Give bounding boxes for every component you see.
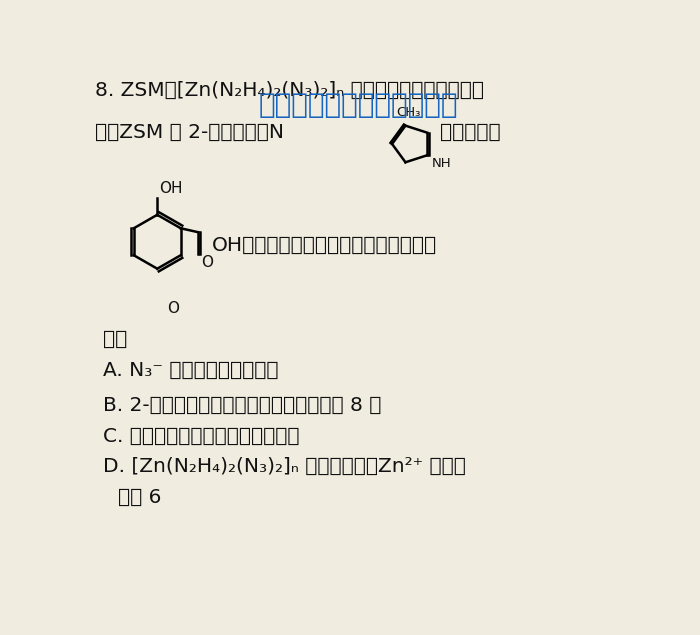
Text: O: O (201, 255, 213, 271)
Text: 的是: 的是 (103, 330, 127, 349)
Text: NH: NH (432, 157, 452, 170)
Text: D. [Zn(N₂H₄)₂(N₃)₂]ₙ 有两种配体，Zn²⁺ 的配位: D. [Zn(N₂H₄)₂(N₃)₂]ₙ 有两种配体，Zn²⁺ 的配位 (103, 457, 466, 476)
Text: A. N₃⁻ 的空间结构为直线形: A. N₃⁻ 的空间结构为直线形 (103, 361, 279, 380)
Text: O: O (167, 301, 178, 316)
Text: OH: OH (160, 182, 183, 196)
Text: ）和水杨酸: ）和水杨酸 (440, 123, 500, 142)
Text: B. 2-甲基咪唑分子中共平面的原子最多有 8 个: B. 2-甲基咪唑分子中共平面的原子最多有 8 个 (103, 396, 382, 415)
Text: 微信公众号关注：趣找答案: 微信公众号关注：趣找答案 (259, 91, 458, 119)
Text: C. 熔沸点：水杨酸＜对羟基苯甲酸: C. 熔沸点：水杨酸＜对羟基苯甲酸 (103, 427, 300, 446)
Text: CH₃: CH₃ (396, 107, 421, 119)
Text: 泛，ZSM 是 2-甲基咪唑（N: 泛，ZSM 是 2-甲基咪唑（N (95, 123, 284, 142)
Text: OH）与锌形成的配合物。下列说法错误: OH）与锌形成的配合物。下列说法错误 (211, 236, 437, 255)
Text: 数是 6: 数是 6 (118, 488, 162, 507)
Text: 8. ZSM，[Zn(N₂H₄)₂(N₃)₂]ₙ 等锌的配合物用途非常广: 8. ZSM，[Zn(N₂H₄)₂(N₃)₂]ₙ 等锌的配合物用途非常广 (95, 81, 484, 100)
